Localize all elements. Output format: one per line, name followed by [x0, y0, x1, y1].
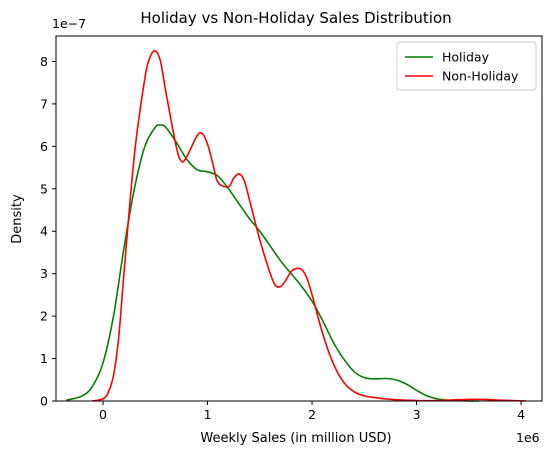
- x-tick-label: 3: [413, 407, 421, 422]
- y-tick-label: 1: [40, 351, 48, 366]
- y-tick-label: 4: [40, 224, 48, 239]
- axes: 0 1 2 3 4 0 1 2 3 4 5 6 7 8: [40, 54, 525, 422]
- y-tick-label: 5: [40, 181, 48, 196]
- y-tick-label: 0: [40, 394, 48, 409]
- y-tick-label: 3: [40, 266, 48, 281]
- series-lines: [66, 51, 526, 401]
- x-scale-label: 1e6: [516, 430, 540, 445]
- x-axis-label: Weekly Sales (in million USD): [200, 431, 391, 446]
- legend-label-non-holiday: Non-Holiday: [442, 69, 519, 84]
- y-tick-label: 7: [40, 96, 48, 111]
- legend: Holiday Non-Holiday: [397, 42, 536, 90]
- x-tick-label: 1: [204, 407, 212, 422]
- series-line-non-holiday: [93, 51, 527, 401]
- y-tick-label: 6: [40, 139, 48, 154]
- y-axis-label: Density: [10, 194, 25, 244]
- x-tick-label: 4: [517, 407, 525, 422]
- legend-label-holiday: Holiday: [442, 50, 490, 65]
- y-tick-label: 2: [40, 309, 48, 324]
- y-scale-label: 1e−7: [52, 16, 86, 31]
- chart-title: Holiday vs Non-Holiday Sales Distributio…: [140, 9, 451, 27]
- series-line-holiday: [66, 125, 479, 401]
- y-tick-label: 8: [40, 54, 48, 69]
- x-tick-label: 2: [308, 407, 316, 422]
- x-tick-label: 0: [99, 407, 107, 422]
